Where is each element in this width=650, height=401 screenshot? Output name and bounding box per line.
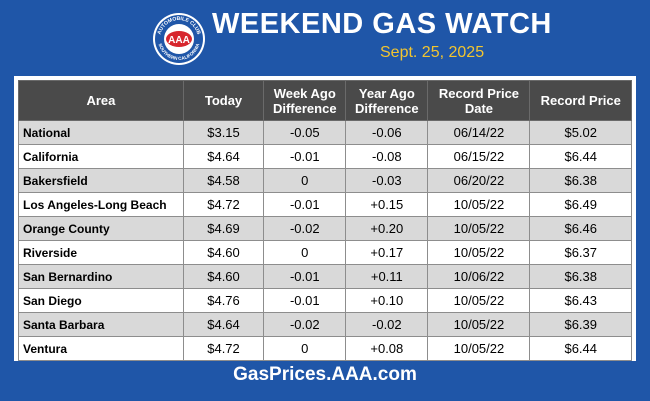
cell-record-price: $6.38 xyxy=(529,168,632,193)
cell-record-date: 06/14/22 xyxy=(427,120,531,145)
cell-record-date: 06/15/22 xyxy=(427,144,531,169)
cell-week-ago-diff: 0 xyxy=(263,168,347,193)
cell-today: $4.60 xyxy=(182,264,265,289)
column-header-today: Today xyxy=(182,80,265,121)
cell-week-ago-diff: -0.01 xyxy=(263,264,347,289)
table-row: Orange County $4.69 -0.02 +0.20 10/05/22 $6.4… xyxy=(18,216,632,241)
cell-record-price: $6.37 xyxy=(529,240,632,265)
cell-record-price: $6.46 xyxy=(529,216,632,241)
cell-year-ago-diff: +0.15 xyxy=(345,192,429,217)
cell-year-ago-diff: +0.20 xyxy=(345,216,429,241)
table-row: Riverside $4.60 0 +0.17 10/05/22 $6.37 xyxy=(18,240,632,265)
cell-today: $4.72 xyxy=(182,192,265,217)
cell-record-date: 10/05/22 xyxy=(427,288,531,313)
cell-record-price: $6.43 xyxy=(529,288,632,313)
logo-center-text: AAA xyxy=(168,35,190,46)
cell-year-ago-diff: +0.10 xyxy=(345,288,429,313)
cell-year-ago-diff: -0.03 xyxy=(345,168,429,193)
column-header-year-ago: Year Ago Difference xyxy=(345,80,429,121)
date-label: Sept. 25, 2025 xyxy=(380,44,485,61)
cell-week-ago-diff: -0.01 xyxy=(263,288,347,313)
cell-record-date: 10/05/22 xyxy=(427,216,531,241)
table-row: California $4.64 -0.01 -0.08 06/15/22 $6.44 xyxy=(18,144,632,169)
table-row: Bakersfield $4.58 0 -0.03 06/20/22 $6.38 xyxy=(18,168,632,193)
table-row: Santa Barbara $4.64 -0.02 -0.02 10/05/22 $6.3… xyxy=(18,312,632,337)
cell-week-ago-diff: 0 xyxy=(263,240,347,265)
cell-week-ago-diff: -0.02 xyxy=(263,216,347,241)
cell-week-ago-diff: -0.05 xyxy=(263,120,347,145)
cell-record-price: $5.02 xyxy=(529,120,632,145)
column-header-area: Area xyxy=(18,80,184,121)
column-header-record-date: Record Price Date xyxy=(427,80,531,121)
cell-area: California xyxy=(18,144,184,169)
cell-week-ago-diff: 0 xyxy=(263,336,347,361)
gas-price-table-panel: Area Today Week Ago Difference Year Ago Di… xyxy=(14,76,636,361)
gas-price-table: Area Today Week Ago Difference Year Ago Di… xyxy=(18,80,632,361)
table-body: National $3.15 -0.05 -0.06 06/14/22 $5.02 Cali… xyxy=(18,120,632,361)
cell-week-ago-diff: -0.02 xyxy=(263,312,347,337)
cell-record-price: $6.44 xyxy=(529,144,632,169)
cell-record-price: $6.49 xyxy=(529,192,632,217)
cell-record-date: 10/05/22 xyxy=(427,312,531,337)
aaa-logo-icon: AAA AUTOMOBILE CLUB SOUTHERN CALIFORNIA xyxy=(152,12,206,66)
cell-record-date: 10/05/22 xyxy=(427,336,531,361)
cell-record-date: 06/20/22 xyxy=(427,168,531,193)
cell-area: Los Angeles-Long Beach xyxy=(18,192,184,217)
cell-record-price: $6.39 xyxy=(529,312,632,337)
cell-area: Bakersfield xyxy=(18,168,184,193)
cell-today: $4.76 xyxy=(182,288,265,313)
column-header-record-price: Record Price xyxy=(529,80,632,121)
table-row: Ventura $4.72 0 +0.08 10/05/22 $6.44 xyxy=(18,336,632,361)
cell-today: $4.60 xyxy=(182,240,265,265)
cell-week-ago-diff: -0.01 xyxy=(263,144,347,169)
cell-area: Ventura xyxy=(18,336,184,361)
cell-today: $4.64 xyxy=(182,144,265,169)
table-row: National $3.15 -0.05 -0.06 06/14/22 $5.02 xyxy=(18,120,632,145)
cell-record-date: 10/05/22 xyxy=(427,192,531,217)
cell-record-date: 10/05/22 xyxy=(427,240,531,265)
cell-year-ago-diff: -0.06 xyxy=(345,120,429,145)
cell-area: Orange County xyxy=(18,216,184,241)
cell-today: $4.69 xyxy=(182,216,265,241)
cell-area: National xyxy=(18,120,184,145)
cell-year-ago-diff: +0.17 xyxy=(345,240,429,265)
cell-area: San Diego xyxy=(18,288,184,313)
cell-week-ago-diff: -0.01 xyxy=(263,192,347,217)
table-row: San Diego $4.76 -0.01 +0.10 10/05/22 $6.43 xyxy=(18,288,632,313)
cell-year-ago-diff: -0.08 xyxy=(345,144,429,169)
cell-area: San Bernardino xyxy=(18,264,184,289)
cell-today: $4.58 xyxy=(182,168,265,193)
cell-record-price: $6.38 xyxy=(529,264,632,289)
footer-url: GasPrices.AAA.com xyxy=(233,364,417,385)
header: AAA AUTOMOBILE CLUB SOUTHERN CALIFORNIA … xyxy=(0,0,650,72)
cell-area: Santa Barbara xyxy=(18,312,184,337)
cell-today: $4.72 xyxy=(182,336,265,361)
table-row: Los Angeles-Long Beach $4.72 -0.01 +0.15 10/… xyxy=(18,192,632,217)
cell-today: $4.64 xyxy=(182,312,265,337)
cell-year-ago-diff: +0.08 xyxy=(345,336,429,361)
page-title: WEEKEND GAS WATCH xyxy=(212,8,552,40)
cell-year-ago-diff: -0.02 xyxy=(345,312,429,337)
cell-year-ago-diff: +0.11 xyxy=(345,264,429,289)
cell-record-date: 10/06/22 xyxy=(427,264,531,289)
cell-area: Riverside xyxy=(18,240,184,265)
table-row: San Bernardino $4.60 -0.01 +0.11 10/06/22 $6.… xyxy=(18,264,632,289)
table-header-row: Area Today Week Ago Difference Year Ago Di… xyxy=(18,80,632,121)
cell-record-price: $6.44 xyxy=(529,336,632,361)
column-header-week-ago: Week Ago Difference xyxy=(263,80,347,121)
cell-today: $3.15 xyxy=(182,120,265,145)
